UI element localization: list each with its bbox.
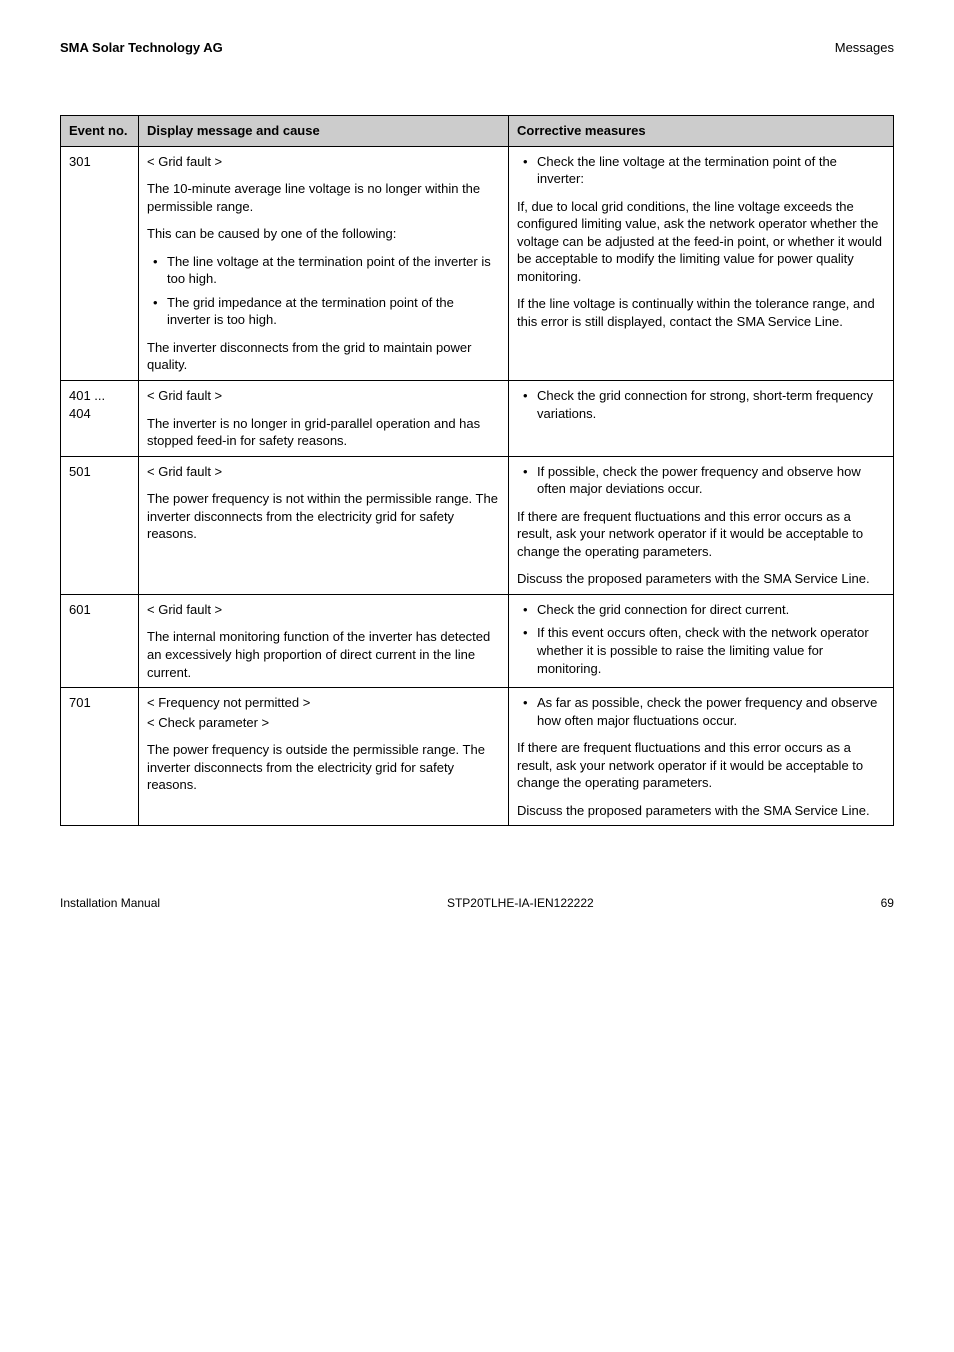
cause-cell: < Grid fault > The inverter is no longer… — [139, 381, 509, 457]
cause-text: The inverter is no longer in grid-parall… — [147, 415, 500, 450]
measures-text: If there are frequent fluctuations and t… — [517, 739, 885, 792]
footer-left: Installation Manual — [60, 896, 160, 910]
cause-text: < Check parameter > — [147, 714, 500, 732]
cause-text: This can be caused by one of the followi… — [147, 225, 500, 243]
cause-cell: < Grid fault > The power frequency is no… — [139, 456, 509, 594]
cause-text: The power frequency is outside the permi… — [147, 741, 500, 794]
header-company: SMA Solar Technology AG — [60, 40, 223, 55]
table-row: 601 < Grid fault > The internal monitori… — [61, 594, 894, 687]
table-row: 301 < Grid fault > The 10-minute average… — [61, 146, 894, 380]
bullet-item: The grid impedance at the termination po… — [147, 294, 500, 329]
measures-text: If, due to local grid conditions, the li… — [517, 198, 885, 286]
col-header-event: Event no. — [61, 116, 139, 147]
event-no: 401 ... 404 — [61, 381, 139, 457]
footer-page: 69 — [881, 896, 894, 910]
bullet-item: Check the line voltage at the terminatio… — [517, 153, 885, 188]
measures-text: If there are frequent fluctuations and t… — [517, 508, 885, 561]
event-no: 601 — [61, 594, 139, 687]
event-no: 301 — [61, 146, 139, 380]
cause-text: < Grid fault > — [147, 601, 500, 619]
event-no: 501 — [61, 456, 139, 594]
measures-cell: Check the grid connection for strong, sh… — [509, 381, 894, 457]
cause-text: The inverter disconnects from the grid t… — [147, 339, 500, 374]
measures-cell: As far as possible, check the power freq… — [509, 688, 894, 826]
cause-text: < Grid fault > — [147, 153, 500, 171]
cause-text: < Grid fault > — [147, 387, 500, 405]
cause-text: < Grid fault > — [147, 463, 500, 481]
table-row: 501 < Grid fault > The power frequency i… — [61, 456, 894, 594]
cause-cell: < Grid fault > The 10-minute average lin… — [139, 146, 509, 380]
measures-bullets: Check the grid connection for strong, sh… — [517, 387, 885, 422]
cause-text: The power frequency is not within the pe… — [147, 490, 500, 543]
measures-cell: Check the line voltage at the terminatio… — [509, 146, 894, 380]
measures-cell: If possible, check the power frequency a… — [509, 456, 894, 594]
table-row: 401 ... 404 < Grid fault > The inverter … — [61, 381, 894, 457]
bullet-item: Check the grid connection for direct cur… — [517, 601, 885, 619]
measures-text: If the line voltage is continually withi… — [517, 295, 885, 330]
measures-cell: Check the grid connection for direct cur… — [509, 594, 894, 687]
col-header-measures: Corrective measures — [509, 116, 894, 147]
page-header: SMA Solar Technology AG Messages — [60, 40, 894, 55]
messages-table: Event no. Display message and cause Corr… — [60, 115, 894, 826]
cause-text: The 10-minute average line voltage is no… — [147, 180, 500, 215]
footer-center: STP20TLHE-IA-IEN122222 — [447, 896, 594, 910]
header-section: Messages — [835, 40, 894, 55]
cause-cell: < Frequency not permitted > < Check para… — [139, 688, 509, 826]
table-header-row: Event no. Display message and cause Corr… — [61, 116, 894, 147]
event-no: 701 — [61, 688, 139, 826]
bullet-item: As far as possible, check the power freq… — [517, 694, 885, 729]
measures-text: Discuss the proposed parameters with the… — [517, 570, 885, 588]
measures-bullets: As far as possible, check the power freq… — [517, 694, 885, 729]
page-footer: Installation Manual STP20TLHE-IA-IEN1222… — [60, 896, 894, 910]
measures-bullets: If possible, check the power frequency a… — [517, 463, 885, 498]
col-header-cause: Display message and cause — [139, 116, 509, 147]
bullet-item: The line voltage at the termination poin… — [147, 253, 500, 288]
bullet-item: If possible, check the power frequency a… — [517, 463, 885, 498]
measures-bullets: Check the line voltage at the terminatio… — [517, 153, 885, 188]
cause-text: < Frequency not permitted > — [147, 694, 500, 712]
cause-bullets: The line voltage at the termination poin… — [147, 253, 500, 329]
bullet-item: If this event occurs often, check with t… — [517, 624, 885, 677]
cause-cell: < Grid fault > The internal monitoring f… — [139, 594, 509, 687]
table-row: 701 < Frequency not permitted > < Check … — [61, 688, 894, 826]
cause-text: The internal monitoring function of the … — [147, 628, 500, 681]
measures-text: Discuss the proposed parameters with the… — [517, 802, 885, 820]
bullet-item: Check the grid connection for strong, sh… — [517, 387, 885, 422]
measures-bullets: Check the grid connection for direct cur… — [517, 601, 885, 677]
